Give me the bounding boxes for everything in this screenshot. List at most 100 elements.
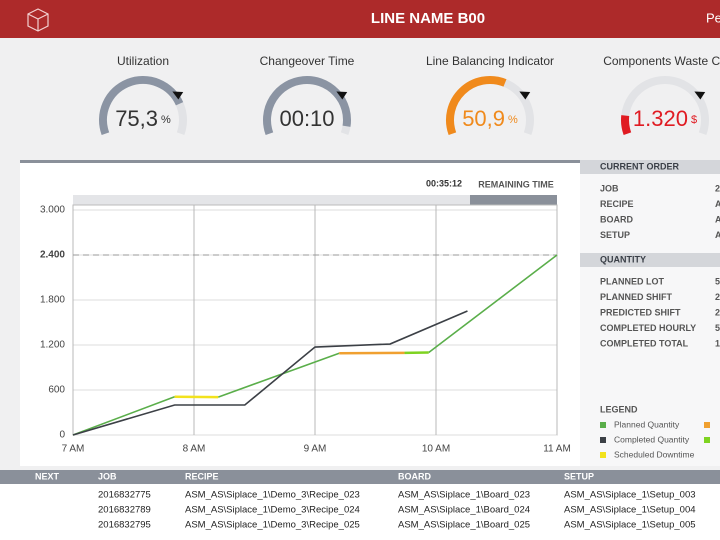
legend-label: Scheduled Downtime [614,449,695,459]
gauge-marker [336,91,348,100]
kpi-unit: % [508,114,518,126]
info-value: 2 [715,292,720,302]
y-tick-label: 600 [48,385,65,396]
legend-swatch [600,422,606,428]
table-body [0,484,720,540]
kpi-value-number: 1.320 [633,106,688,131]
timer-label: REMAINING TIME [478,179,554,189]
gauge-marker [172,91,184,100]
gauge-marker [519,91,531,100]
kpi-value-number: 75,3 [115,106,158,131]
table-cell: ASM_AS\Siplace_1\Board_023 [398,490,530,501]
legend-swatch [704,422,710,428]
table-cell: ASM_AS\Siplace_1\Demo_3\Recipe_025 [185,520,360,531]
table-cell: ASM_AS\Siplace_1\Setup_004 [564,505,696,516]
table-header: NEXT [35,471,60,481]
legend-title: LEGEND [600,404,638,414]
kpi-value: 1.320 $ [633,106,697,131]
kpi-title: Components Waste Co [603,54,720,68]
kpi-unit: $ [691,114,697,126]
y-tick-label: 1.800 [40,295,65,306]
table-cell: ASM_AS\Siplace_1\Board_024 [398,505,530,516]
x-tick-label: 9 AM [304,444,327,455]
info-label: PLANNED LOT [600,276,665,286]
kpi-value: 00:10 [279,106,334,131]
gauge-arc [621,115,632,136]
kpi-value-number: 00:10 [279,106,334,131]
timer: 00:35:12 [426,178,462,188]
remaining-track [73,195,557,205]
section-header [580,160,720,174]
legend-swatch [600,452,606,458]
table-cell: ASM_AS\Siplace_1\Demo_3\Recipe_023 [185,490,360,501]
kpi-value-number: 50,9 [462,106,505,131]
legend-label: Completed Quantity [614,434,690,444]
kpi-title: Changeover Time [260,54,355,68]
header-bar [0,0,720,38]
table-cell: ASM_AS\Siplace_1\Board_025 [398,520,530,531]
x-tick-label: 8 AM [183,444,206,455]
kpi-title: Line Balancing Indicator [426,54,554,68]
y-tick-label: 1.200 [40,340,65,351]
header-title: LINE NAME B00 [371,10,485,27]
table-header: RECIPE [185,471,219,481]
legend-label: Planned Quantity [614,419,680,429]
gauge-arc [263,76,351,136]
table-cell: ASM_AS\Siplace_1\Demo_3\Recipe_024 [185,505,360,516]
kpi-value: 75,3% [115,106,171,131]
gauge-arc [99,76,184,136]
table-cell: 2016832789 [98,505,151,516]
info-value: A [715,230,720,240]
remaining-bar [470,195,557,205]
x-tick-label: 7 AM [62,444,85,455]
info-value: A [715,199,720,209]
info-value: 5 [715,323,720,333]
kpi-value: 50,9% [462,106,518,131]
table-cell: ASM_AS\Siplace_1\Setup_005 [564,520,696,531]
y-tick-label: 0 [59,430,65,441]
series-line [72,254,558,436]
kpi-title: Utilization [117,54,169,68]
x-tick-label: 11 AM [543,444,571,455]
info-label: PREDICTED SHIFT [600,307,681,317]
table-header: JOB [98,471,117,481]
info-panel [580,160,720,466]
info-label: RECIPE [600,199,634,209]
gauge-track [621,76,709,136]
kpi-unit: % [161,114,171,126]
section-title: CURRENT ORDER [600,161,680,171]
table-cell: 2016832795 [98,520,151,531]
table-header-bar [0,470,720,484]
chart-panel-border [20,160,580,163]
info-label: BOARD [600,214,633,224]
info-value: 2 [715,307,720,317]
series-line [72,310,468,436]
logo[interactable] [27,8,49,32]
info-value: 1 [715,338,720,348]
info-label: COMPLETED TOTAL [600,338,689,348]
info-value: A [715,214,720,224]
info-label: SETUP [600,230,630,240]
section-header [580,253,720,267]
section-title: QUANTITY [600,254,646,264]
y-tick-label: 3.000 [40,205,65,216]
info-label: COMPLETED HOURLY [600,323,696,333]
table-header: SETUP [564,471,594,481]
table-header: BOARD [398,471,431,481]
legend-swatch [600,437,606,443]
info-value: 5 [715,276,720,286]
user-name[interactable]: Pe [706,10,720,25]
chart-panel [20,160,580,466]
legend-swatch [704,437,710,443]
x-tick-label: 10 AM [422,444,450,455]
info-label: PLANNED SHIFT [600,292,673,302]
gauge-marker [694,91,706,100]
y-tick-label: 2.400 [40,250,65,261]
info-value: 2 [715,183,720,193]
table-cell: ASM_AS\Siplace_1\Setup_003 [564,490,696,501]
table-cell: 2016832775 [98,490,151,501]
gauge-arc [446,76,507,136]
info-label: JOB [600,183,619,193]
